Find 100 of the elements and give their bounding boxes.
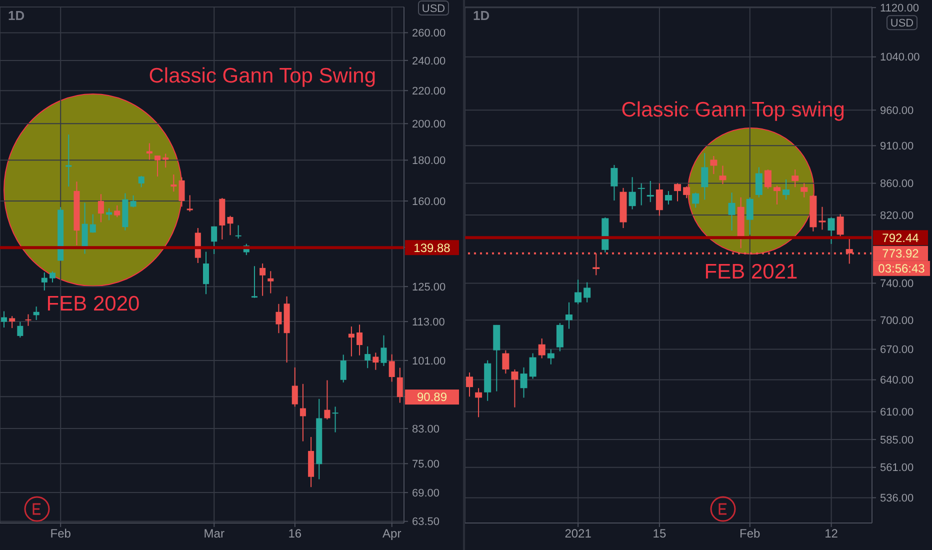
y-tick-label: 640.00 bbox=[880, 374, 914, 387]
candlestick bbox=[728, 192, 736, 232]
candlestick bbox=[106, 208, 112, 221]
candlestick bbox=[529, 352, 536, 380]
candlestick bbox=[82, 202, 88, 254]
y-tick-label: 610.00 bbox=[880, 406, 914, 419]
y-tick-label: 536.00 bbox=[880, 492, 914, 505]
annotation: FEB 2021 bbox=[704, 260, 798, 284]
candlestick bbox=[146, 142, 152, 160]
candlestick bbox=[251, 266, 258, 298]
candlestick bbox=[186, 194, 193, 212]
candlestick bbox=[25, 314, 32, 326]
candlestick bbox=[800, 182, 808, 198]
y-tick-label: 585.00 bbox=[880, 434, 914, 446]
y-tick-label: 740.00 bbox=[880, 278, 914, 290]
candlestick bbox=[203, 251, 209, 295]
candlestick bbox=[836, 214, 844, 239]
y-tick-label: 240.00 bbox=[412, 55, 446, 68]
candlestick bbox=[66, 134, 72, 188]
y-tick-label: 83.00 bbox=[412, 423, 440, 436]
annotation: Classic Gann Top Swing bbox=[148, 64, 376, 88]
candlestick bbox=[792, 168, 799, 188]
y-tick-label: 63.50 bbox=[412, 516, 440, 528]
candlestick bbox=[556, 322, 564, 352]
candlestick bbox=[475, 388, 482, 418]
candlestick bbox=[646, 180, 654, 203]
candlestick bbox=[746, 196, 754, 236]
candlestick bbox=[628, 176, 636, 210]
candlestick bbox=[154, 155, 161, 178]
candlestick bbox=[324, 380, 330, 420]
candlestick bbox=[17, 321, 24, 338]
chart-title: 1D bbox=[8, 8, 25, 23]
candlestick bbox=[332, 406, 338, 433]
candlestick bbox=[466, 372, 473, 398]
candlestick bbox=[268, 270, 274, 294]
candlestick bbox=[520, 366, 528, 398]
candlestick bbox=[276, 303, 282, 334]
x-tick-label: Feb bbox=[740, 526, 761, 541]
candlestick bbox=[538, 338, 546, 359]
candlestick bbox=[1, 310, 7, 328]
candlestick bbox=[380, 334, 387, 367]
x-tick-label: 2021 bbox=[564, 526, 592, 541]
y-tick-label: 910.00 bbox=[880, 140, 914, 153]
x-tick-label: Apr bbox=[382, 526, 402, 541]
candlestick bbox=[683, 186, 690, 199]
candlestick bbox=[138, 175, 144, 188]
ref-line-label: 139.88 bbox=[414, 240, 451, 255]
candlestick bbox=[292, 366, 298, 408]
y-tick-label: 1040.00 bbox=[880, 52, 920, 64]
candlestick bbox=[130, 194, 136, 208]
chart-title: 1D bbox=[473, 8, 490, 23]
y-tick-label: 960.00 bbox=[880, 104, 914, 117]
candlestick bbox=[574, 279, 582, 305]
candlestick bbox=[664, 190, 672, 205]
x-tick-label: Feb bbox=[50, 526, 72, 541]
ref-line-label: 773.92 bbox=[882, 246, 920, 261]
candlestick bbox=[211, 226, 218, 255]
candlestick bbox=[364, 346, 371, 369]
y-tick-label: 700.00 bbox=[880, 315, 914, 328]
x-tick-label: 16 bbox=[288, 526, 302, 541]
candlestick bbox=[114, 204, 120, 218]
candlestick bbox=[502, 350, 510, 374]
annotation: Classic Gann Top swing bbox=[621, 98, 845, 122]
y-tick-label: 561.00 bbox=[880, 462, 914, 474]
y-tick-label: 820.00 bbox=[880, 210, 914, 222]
candlestick bbox=[372, 352, 379, 370]
candlestick bbox=[692, 192, 700, 208]
candlestick bbox=[701, 152, 708, 200]
candlestick bbox=[511, 368, 518, 408]
candlestick bbox=[818, 206, 826, 230]
candlestick bbox=[610, 164, 618, 202]
candlestick bbox=[300, 383, 306, 442]
candlestick bbox=[90, 214, 96, 234]
candlestick bbox=[719, 165, 726, 185]
candlestick bbox=[235, 224, 242, 239]
candlestick bbox=[356, 324, 363, 356]
candlestick bbox=[388, 354, 395, 382]
candlestick bbox=[774, 185, 781, 205]
y-tick-label: 260.00 bbox=[412, 28, 446, 40]
y-tick-label: 125.00 bbox=[412, 281, 446, 294]
y-tick-label: 75.00 bbox=[412, 458, 440, 471]
y-tick-label: 180.00 bbox=[412, 155, 446, 168]
candlestick bbox=[656, 182, 663, 216]
candlestick bbox=[260, 263, 266, 296]
y-tick-label: 160.00 bbox=[412, 196, 446, 208]
candlestick bbox=[9, 316, 16, 329]
candlestick bbox=[41, 272, 48, 291]
y-tick-label: 101.00 bbox=[412, 355, 446, 368]
candlestick bbox=[710, 155, 718, 175]
candlestick bbox=[755, 166, 762, 198]
candlestick bbox=[674, 182, 682, 202]
y-tick-label: 860.00 bbox=[880, 178, 914, 190]
text: 03:56:43 bbox=[878, 262, 926, 276]
candlestick bbox=[170, 174, 177, 192]
candlestick bbox=[49, 270, 56, 283]
candlestick bbox=[565, 302, 572, 330]
y-axis-title: USD bbox=[422, 2, 446, 15]
y-tick-label: 200.00 bbox=[412, 118, 446, 130]
y-tick-label: 670.00 bbox=[880, 344, 914, 356]
y-tick-label: 1120.00 bbox=[880, 2, 919, 14]
